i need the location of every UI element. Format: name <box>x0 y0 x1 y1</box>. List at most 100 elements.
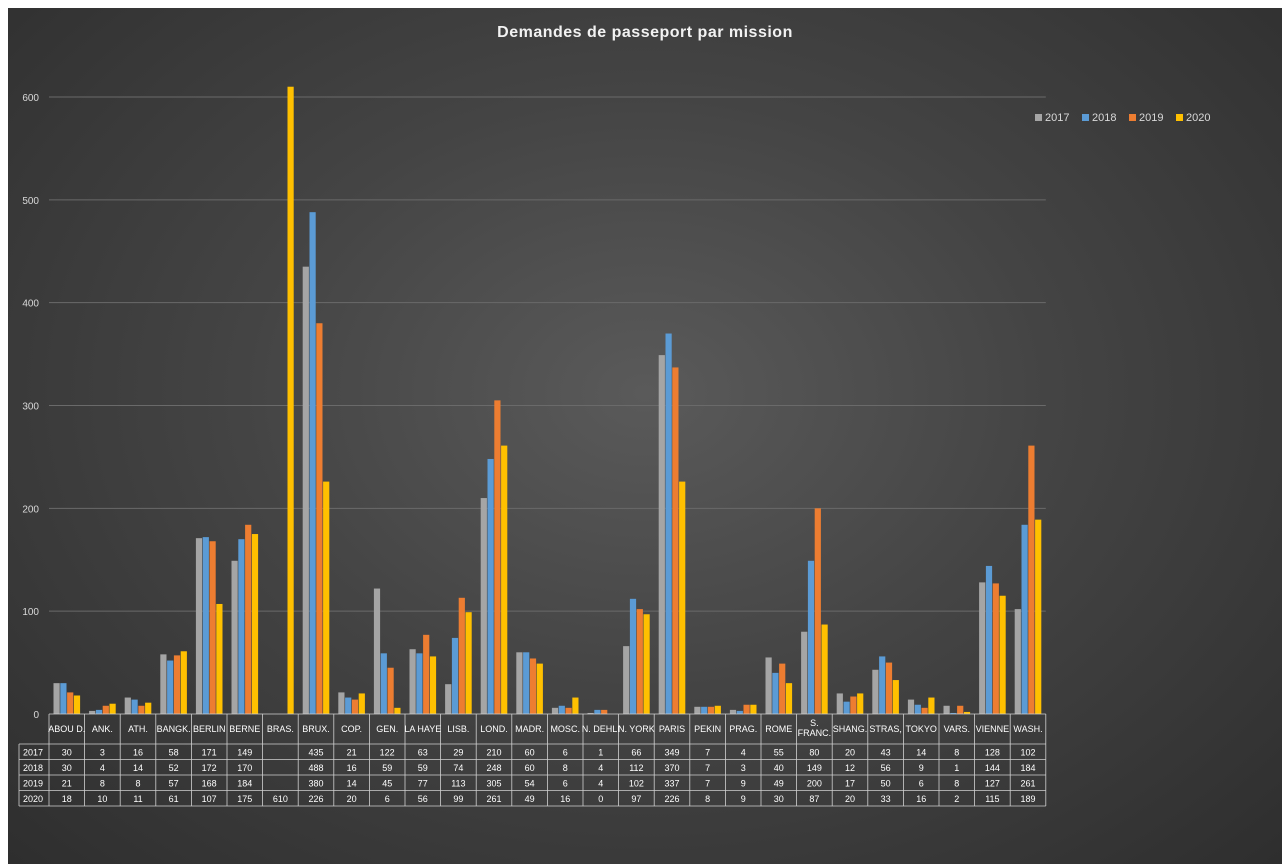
bar <box>772 672 779 714</box>
chart-panel: Demandes de passeport par mission 0 100 20… <box>8 8 1282 864</box>
bar <box>380 653 387 714</box>
legend: 2017 2018 2019 2020 <box>1035 112 1210 124</box>
bar <box>251 534 259 714</box>
bar <box>309 212 316 714</box>
table-cell: 7 <box>705 778 710 788</box>
y-tick-label: 400 <box>22 299 39 310</box>
table-cell: 59 <box>382 763 392 773</box>
bar <box>850 696 857 714</box>
category-label: ANK. <box>92 724 113 734</box>
bar <box>394 707 401 714</box>
table-cell: 14 <box>133 763 143 773</box>
bar <box>694 706 701 714</box>
bar <box>173 655 181 714</box>
table-cell: 8 <box>563 763 568 773</box>
legend-label: 2020 <box>1186 112 1210 124</box>
bar <box>729 709 737 714</box>
bars <box>53 86 1042 714</box>
bar <box>195 538 203 714</box>
bar <box>636 609 643 714</box>
bar <box>743 704 750 714</box>
bar <box>373 588 381 714</box>
table-cell: 20 <box>845 794 855 804</box>
bar <box>679 481 686 714</box>
category-label: N. YORK <box>618 724 655 734</box>
legend-label: 2017 <box>1045 112 1069 124</box>
bar <box>323 481 330 714</box>
table-cell: 54 <box>525 778 535 788</box>
bar <box>750 704 757 714</box>
bar <box>872 669 879 714</box>
category-label: SHANG. <box>833 724 868 734</box>
table-cell: 9 <box>919 763 924 773</box>
bar <box>885 662 893 714</box>
bar <box>167 660 174 714</box>
table-cell: 7 <box>705 763 710 773</box>
category-label: LOND. <box>480 724 508 734</box>
category-label: S. FRANC. <box>798 718 832 738</box>
data-table: ABOU D. ANK. ATH. BANGK. BERLIN BERNE BRAS. BRU… <box>18 713 1047 807</box>
category-label: STRAS, <box>869 724 902 734</box>
bar <box>1014 609 1021 714</box>
bar <box>779 663 786 714</box>
category-label: ROME <box>765 724 792 734</box>
table-cell: 3 <box>100 747 105 757</box>
table-cell: 63 <box>418 747 428 757</box>
bar <box>999 595 1006 714</box>
category-label: ATH. <box>128 724 148 734</box>
table-cell: 261 <box>486 794 501 804</box>
table-cell: 175 <box>237 794 252 804</box>
y-axis-ticks: 0 100 200 300 400 500 600 <box>22 93 39 721</box>
bar <box>95 709 103 714</box>
table-cell: 21 <box>62 778 72 788</box>
bar <box>423 634 430 714</box>
table-series-label: 2019 <box>23 778 43 788</box>
table-cell: 6 <box>919 778 924 788</box>
category-label: MADR. <box>515 724 544 734</box>
table-cell: 144 <box>985 763 1000 773</box>
bar <box>1028 445 1035 714</box>
table-series-label: 2018 <box>23 763 43 773</box>
bar <box>821 624 828 714</box>
table-cell: 488 <box>308 763 323 773</box>
category-label: VARS. <box>944 724 970 734</box>
bar <box>665 333 672 714</box>
table-cell: 33 <box>881 794 891 804</box>
table-cell: 171 <box>202 747 217 757</box>
bar <box>814 508 821 714</box>
y-tick-label: 100 <box>22 607 39 618</box>
table-cell: 60 <box>525 747 535 757</box>
table-cell: 226 <box>664 794 679 804</box>
bar <box>245 524 252 714</box>
bar <box>523 652 530 714</box>
category-label: LA HAYE <box>404 724 441 734</box>
table-cell: 21 <box>347 747 357 757</box>
table-cell: 56 <box>418 794 428 804</box>
table-cell: 4 <box>598 778 603 788</box>
bar <box>629 598 637 714</box>
bar <box>992 583 999 714</box>
bar <box>138 705 145 714</box>
bar <box>1021 524 1028 714</box>
table-cell: 112 <box>629 763 643 773</box>
table-cell: 349 <box>664 747 679 757</box>
table-cell: 45 <box>382 778 392 788</box>
bar <box>807 560 815 714</box>
bar <box>714 705 721 714</box>
table-cell: 11 <box>133 794 142 804</box>
bar <box>587 712 594 714</box>
bar <box>921 707 928 714</box>
table-cell: 115 <box>985 794 999 804</box>
bar <box>529 658 537 714</box>
bar <box>180 651 187 714</box>
bar <box>458 597 465 714</box>
bar <box>536 663 543 714</box>
bar <box>145 702 152 714</box>
table-cell: 8 <box>135 778 140 788</box>
bar <box>857 693 864 714</box>
table-cell: 18 <box>62 794 72 804</box>
category-label: WASH. <box>1013 724 1042 734</box>
table-cell: 107 <box>202 794 217 804</box>
table-cell: 127 <box>985 778 1000 788</box>
category-label: PEKIN <box>694 724 721 734</box>
